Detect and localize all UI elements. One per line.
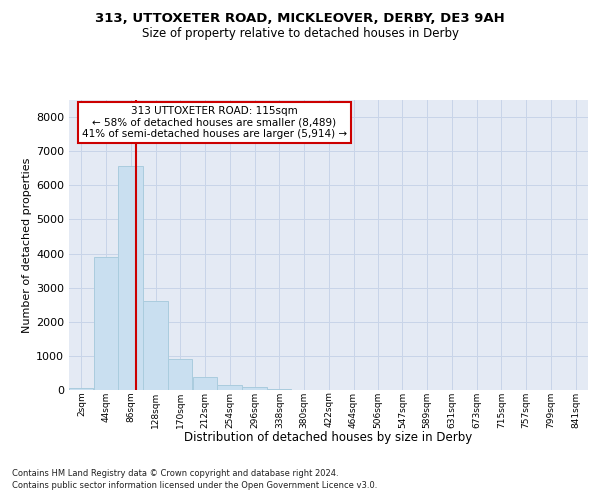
Text: 313, UTTOXETER ROAD, MICKLEOVER, DERBY, DE3 9AH: 313, UTTOXETER ROAD, MICKLEOVER, DERBY, … <box>95 12 505 26</box>
Text: 313 UTTOXETER ROAD: 115sqm
← 58% of detached houses are smaller (8,489)
41% of s: 313 UTTOXETER ROAD: 115sqm ← 58% of deta… <box>82 106 347 139</box>
Text: Size of property relative to detached houses in Derby: Size of property relative to detached ho… <box>142 28 458 40</box>
Bar <box>267 389 292 390</box>
Bar <box>94 257 118 390</box>
Bar <box>193 376 217 390</box>
Bar <box>217 385 242 390</box>
Y-axis label: Number of detached properties: Number of detached properties <box>22 158 32 332</box>
Bar <box>168 360 193 390</box>
Bar <box>143 302 167 390</box>
Bar <box>69 388 94 390</box>
Bar <box>242 388 266 390</box>
Text: Contains public sector information licensed under the Open Government Licence v3: Contains public sector information licen… <box>12 481 377 490</box>
X-axis label: Distribution of detached houses by size in Derby: Distribution of detached houses by size … <box>184 430 473 444</box>
Bar <box>118 166 143 390</box>
Text: Contains HM Land Registry data © Crown copyright and database right 2024.: Contains HM Land Registry data © Crown c… <box>12 468 338 477</box>
